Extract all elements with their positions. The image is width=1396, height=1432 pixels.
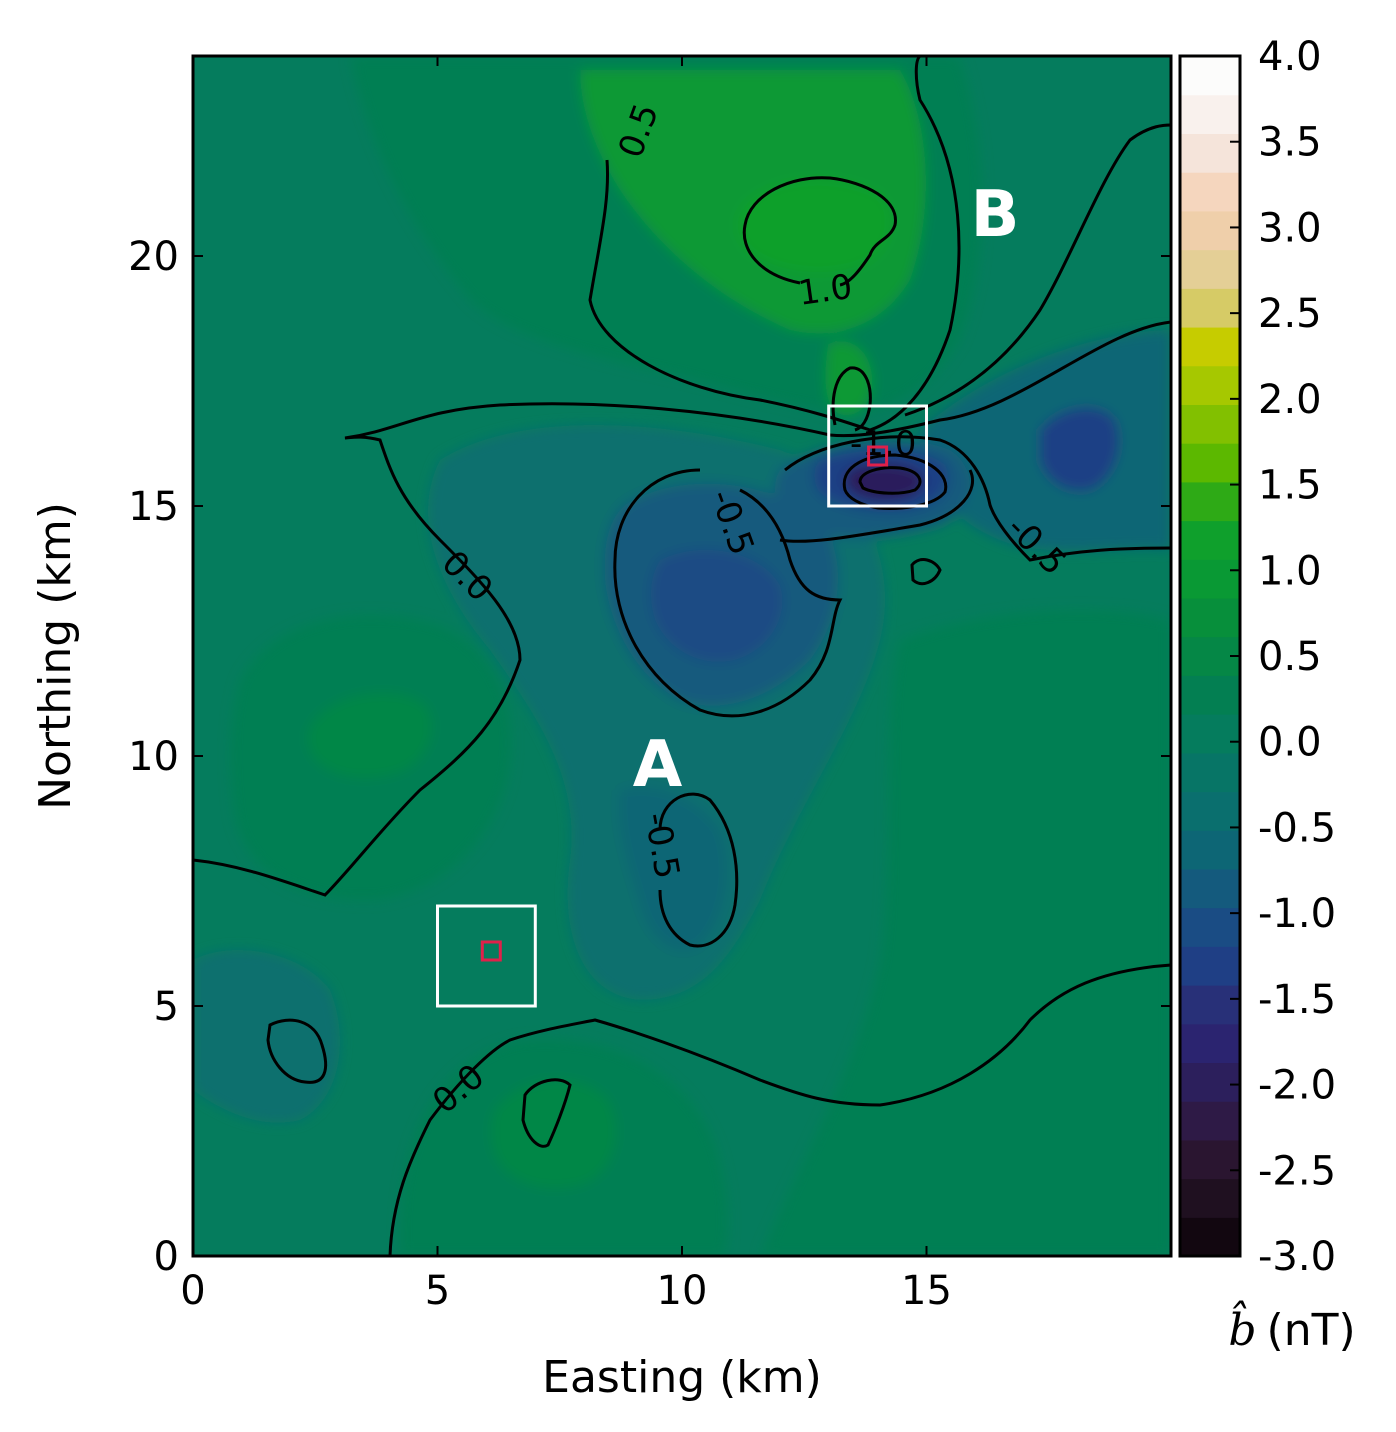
colorbar-band — [1180, 443, 1240, 483]
y-tick-label: 10 — [128, 734, 179, 780]
colorbar-label: b̂ (nT) — [1228, 1298, 1355, 1356]
colorbar-band — [1180, 1178, 1240, 1218]
source-marker — [480, 940, 502, 962]
colorbar-tick-label: -3.0 — [1258, 1234, 1336, 1280]
x-axis-title: Easting (km) — [542, 1352, 822, 1403]
colorbar-tick-label: -2.5 — [1258, 1148, 1336, 1194]
field-region-neck — [825, 341, 873, 416]
colorbar-band — [1180, 1217, 1240, 1257]
contour-line-0-5-north — [588, 56, 961, 432]
region-annotations: AB — [633, 178, 1020, 802]
field-region-west-core — [307, 693, 432, 778]
colorbar-band — [1180, 56, 1240, 96]
colorbar-band — [1180, 249, 1240, 289]
colorbar-tick-label: 4.0 — [1258, 34, 1322, 80]
colorbar-band — [1180, 288, 1240, 328]
y-tick-label: 0 — [154, 1234, 179, 1280]
colorbar-tick-label: 3.0 — [1258, 205, 1322, 251]
colorbar-band — [1180, 1139, 1240, 1180]
colorbar-tick-label: -2.0 — [1258, 1063, 1336, 1109]
y-axis: 0 5 10 15 20 — [128, 234, 1171, 1280]
field-region-a-tail — [619, 787, 728, 951]
source-marker — [867, 445, 889, 467]
field-region-east-deep — [1040, 407, 1119, 491]
colorbar-band — [1180, 326, 1240, 367]
x-tick-label: 5 — [425, 1268, 450, 1314]
colorbar-band — [1180, 675, 1240, 715]
y-tick-label: 20 — [128, 234, 179, 280]
colorbar-label-unit: (nT) — [1267, 1305, 1356, 1356]
contour-line-0-0-ridge — [193, 320, 1171, 897]
contour-line-minus-0-5-west — [266, 1018, 328, 1084]
colorbar-tick-label: -0.5 — [1258, 805, 1336, 851]
colorbar-band — [1180, 559, 1240, 599]
survey-box — [436, 904, 537, 1008]
colorbar-band — [1180, 714, 1240, 754]
colorbar-band — [1180, 946, 1240, 986]
colorbar-band — [1180, 985, 1240, 1025]
contour-lines — [193, 56, 1171, 1256]
colorbar-band — [1180, 172, 1240, 212]
colorbar-tick-label: 0.5 — [1258, 634, 1322, 680]
x-tick-label: 0 — [180, 1268, 205, 1314]
region-label: B — [971, 178, 1020, 252]
colorbar-band — [1180, 597, 1240, 638]
colorbar-band — [1180, 791, 1240, 831]
colorbar-band — [1180, 868, 1240, 909]
colorbar-band — [1180, 1023, 1240, 1064]
y-tick-label: 15 — [128, 484, 179, 530]
colorbar-band — [1180, 94, 1240, 135]
y-tick-label: 5 — [154, 984, 179, 1030]
colorbar-band — [1180, 1062, 1240, 1102]
survey-box — [827, 404, 929, 508]
contour-line-minus-0-5-east-blob — [910, 558, 942, 586]
colorbar-tick-label: 0.0 — [1258, 720, 1322, 766]
contour-label-minus-1-0-dipole: -1.0 — [850, 424, 916, 464]
region-label: A — [633, 728, 683, 802]
contour-line-minus-0-5-a — [658, 792, 739, 948]
colorbar-band — [1180, 830, 1240, 870]
colorbar-tick-label: 1.5 — [1258, 463, 1322, 509]
colorbar-tick-label: 2.0 — [1258, 377, 1322, 423]
contour-label-1-0-north: 1.0 — [796, 267, 855, 314]
field-region-southeast — [760, 609, 1171, 1256]
survey-boxes — [436, 404, 929, 1008]
contour-line-minus-0-5-dipole-south — [779, 469, 974, 543]
colorbar-band — [1180, 133, 1240, 173]
x-axis: 0 5 10 15 — [180, 56, 952, 1314]
contour-line-minus-0-5-central — [613, 468, 843, 718]
colorbar-band — [1180, 1101, 1240, 1141]
colorbar: 4.0 3.5 3.0 2.5 2.0 1.5 1.0 0.5 0.0 -0.5 -1.0 -1.5 -… — [1178, 34, 1336, 1280]
field-region-central-deep — [650, 549, 783, 662]
colorbar-tick-label: 2.5 — [1258, 291, 1322, 337]
contour-line-1-0-neck — [831, 366, 872, 432]
field-region-north-peak — [737, 179, 891, 273]
colorbar-tick-label: -1.0 — [1258, 891, 1336, 937]
colorbar-tick-label: 1.0 — [1258, 548, 1322, 594]
x-tick-label: 10 — [657, 1268, 708, 1314]
contour-line-1-0-north — [742, 176, 897, 287]
colorbar-band — [1180, 907, 1240, 947]
colorbar-band — [1180, 481, 1240, 522]
contour-line-minus-1-5-dipole — [858, 466, 922, 495]
colorbar-label-symbol: b̂ — [1228, 1298, 1256, 1356]
contour-line-0-0-south — [388, 963, 1171, 1256]
colorbar-band — [1180, 520, 1240, 560]
colorbar-tick-label: 3.5 — [1258, 120, 1322, 166]
contour-line-minus-0-5-dipole — [784, 435, 1171, 562]
colorbar-band — [1180, 404, 1240, 444]
colorbar-tick-label: -1.5 — [1258, 977, 1336, 1023]
contour-field — [193, 56, 1171, 1256]
contour-line-1-0-south — [521, 1078, 572, 1148]
colorbar-band — [1180, 752, 1240, 793]
x-tick-label: 15 — [901, 1268, 952, 1314]
field-region-west-low — [193, 950, 340, 1123]
colorbar-band — [1180, 210, 1240, 251]
y-axis-title: Northing (km) — [30, 502, 81, 810]
contour-line-0-0-northeast — [904, 123, 1171, 417]
